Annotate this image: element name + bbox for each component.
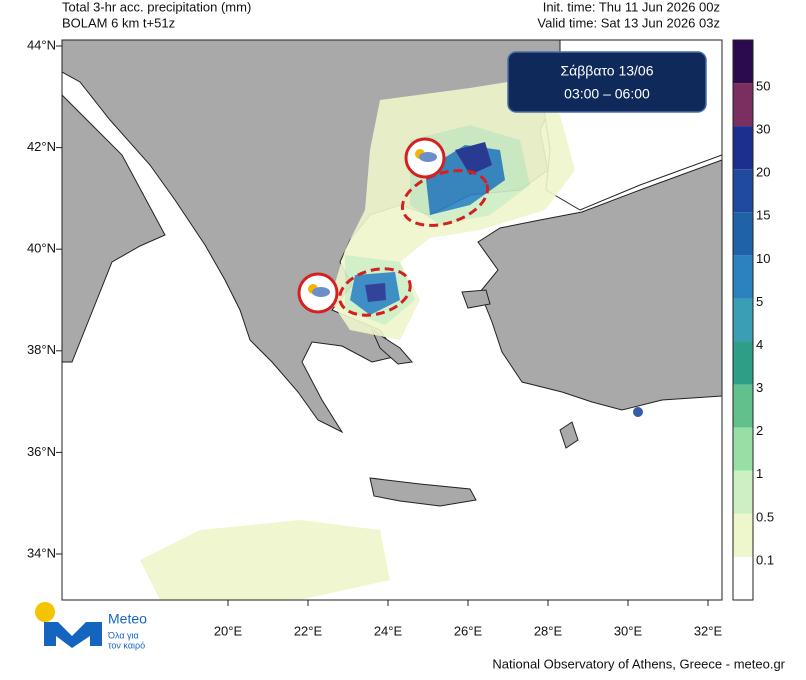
- lat-label: 40°N: [27, 241, 56, 256]
- lat-label: 36°N: [27, 444, 56, 459]
- precip-mid: [350, 145, 505, 315]
- highlight-ellipse: [400, 169, 490, 227]
- precip-cell: [633, 407, 643, 417]
- colorbar-label: 15: [756, 208, 770, 223]
- colorbar-label: 10: [756, 251, 770, 266]
- logo-name: Meteo: [108, 611, 147, 627]
- colorbar-segment: [733, 341, 753, 385]
- colorbar-segment: [733, 83, 753, 127]
- euboea: [370, 328, 413, 365]
- colorbar-label: 2: [756, 423, 763, 438]
- italy: [62, 94, 166, 363]
- lesvos: [461, 289, 491, 309]
- footer: National Observatory of Athens, Greece -…: [492, 656, 785, 671]
- valid-time: Valid time: Sat 13 Jun 2026 03z: [537, 15, 720, 30]
- badge-day: Σάββατο 13/06: [561, 63, 654, 79]
- badge: Σάββατο 13/06 03:00 – 06:00: [507, 51, 707, 113]
- storm-icon: [297, 272, 339, 314]
- lat-label: 38°N: [27, 342, 56, 357]
- logo-mark: [44, 622, 102, 648]
- logo-tagline: τον καιρό: [108, 640, 145, 650]
- lat-label: 44°N: [27, 37, 56, 52]
- colorbar-segment: [733, 470, 753, 514]
- colorbar-label: 0.5: [756, 509, 774, 524]
- crete: [369, 477, 477, 507]
- lat-label: 42°N: [27, 139, 56, 154]
- lon-label: 24°E: [374, 623, 403, 638]
- colorbar-label: 1: [756, 466, 763, 481]
- badge-box: [507, 51, 707, 113]
- colorbar-label: 50: [756, 79, 770, 94]
- lon-label: 20°E: [214, 623, 243, 638]
- lat-label: 34°N: [27, 545, 56, 560]
- precipitation: [140, 80, 643, 600]
- colorbar-label: 5: [756, 294, 763, 309]
- colorbar-segment: [733, 126, 753, 170]
- colorbar-frame: [732, 39, 754, 601]
- header: Total 3-hr acc. precipitation (mm) BOLAM…: [62, 0, 720, 30]
- colorbar-segment: [733, 384, 753, 428]
- lon-labels: 20°E 22°E 24°E 26°E 28°E 30°E 32°E: [214, 600, 723, 638]
- lon-label: 22°E: [294, 623, 323, 638]
- model: BOLAM 6 km t+51z: [62, 15, 175, 30]
- precip-high: [365, 142, 492, 302]
- colorbar: 50 30 20 15 10 5 4 3 2 1 0.5 0.1: [732, 39, 774, 601]
- colorbar-label: 20: [756, 165, 770, 180]
- precip-libya: [140, 520, 390, 600]
- map-frame: [61, 39, 723, 601]
- logo-sun: [35, 602, 55, 622]
- colorbar-segment: [733, 169, 753, 213]
- colorbar-segment: [733, 212, 753, 256]
- colorbar-label: 30: [756, 122, 770, 137]
- lon-label: 30°E: [614, 623, 643, 638]
- turkey: [477, 159, 722, 411]
- colorbar-segment: [733, 427, 753, 471]
- colorbar-label: 0.1: [756, 552, 774, 567]
- colorbar-segment: [733, 513, 753, 557]
- rhodes: [559, 421, 579, 449]
- map: Σάββατο 13/06 03:00 – 06:00: [62, 40, 722, 600]
- lon-label: 32°E: [694, 623, 723, 638]
- logo-tagline: Όλα για: [107, 630, 139, 640]
- storm-icon: [404, 137, 446, 179]
- lon-label: 26°E: [454, 623, 483, 638]
- lat-labels: 44°N 42°N 40°N 38°N 36°N 34°N: [27, 37, 62, 560]
- title: Total 3-hr acc. precipitation (mm): [62, 0, 251, 14]
- colorbar-segment: [733, 298, 753, 342]
- colorbar-segment: [733, 556, 753, 600]
- logo: Meteo Όλα για τον καιρό: [35, 602, 147, 650]
- colorbar-segment: [733, 40, 753, 84]
- colorbar-label: 3: [756, 380, 763, 395]
- lon-label: 28°E: [534, 623, 563, 638]
- badge-hours: 03:00 – 06:00: [564, 86, 650, 102]
- colorbar-segment: [733, 255, 753, 299]
- highlight-ellipse: [338, 267, 412, 317]
- init-time: Init. time: Thu 11 Jun 2026 00z: [543, 0, 720, 14]
- colorbar-label: 4: [756, 337, 763, 352]
